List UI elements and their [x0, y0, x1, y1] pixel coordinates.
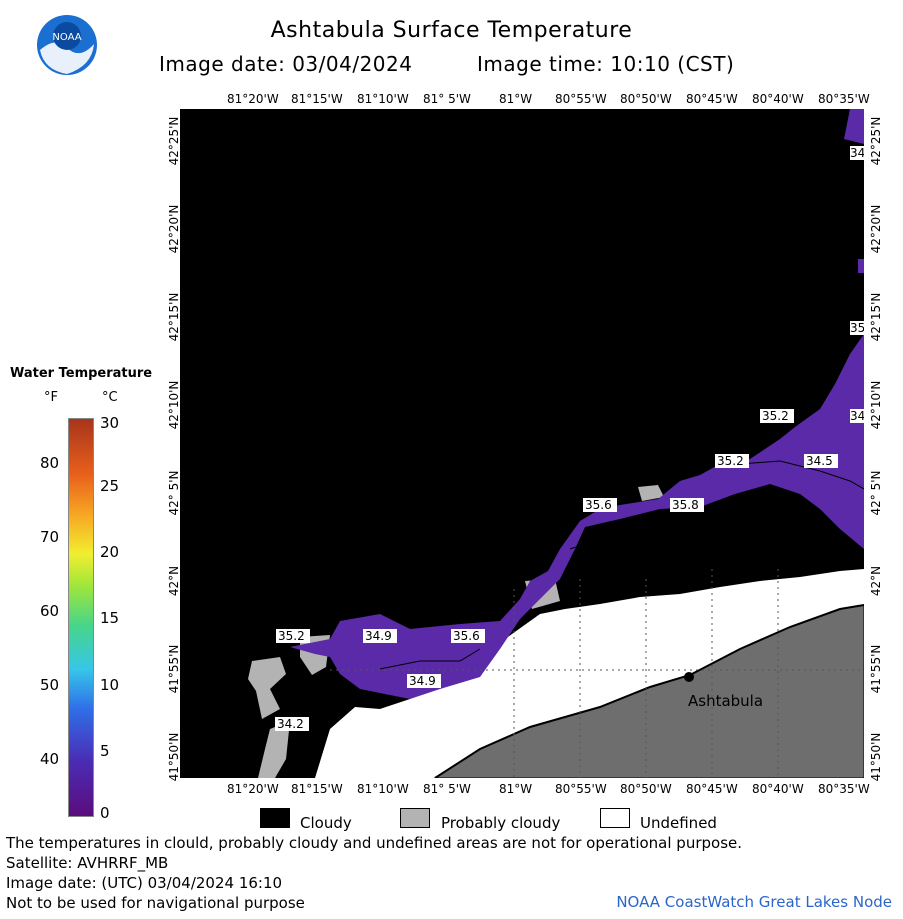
- unit-celsius: °C: [102, 390, 118, 405]
- f-tick: 50: [40, 676, 60, 694]
- temperature-map: 35.2 34.9 35.6 34.9 34.2 35.2 35.6 35.8 …: [180, 109, 864, 778]
- lon-label-top: 81° 5'W: [423, 92, 471, 106]
- lat-label-left: 42°15'N: [167, 292, 181, 342]
- cloudy-label: Cloudy: [300, 814, 352, 832]
- temp-label: 35.2: [278, 629, 305, 643]
- lat-label-left: 42°20'N: [167, 204, 181, 254]
- isotherm: [739, 460, 864, 490]
- legend-title: Water Temperature: [10, 366, 153, 381]
- utc-date-text: Image date: (UTC) 03/04/2024 16:10: [6, 874, 283, 892]
- unit-fahrenheit: °F: [44, 390, 58, 405]
- lon-label-top: 81°10'W: [357, 92, 409, 106]
- lat-label-right: 42°15'N: [869, 292, 883, 342]
- color-bar: [68, 418, 94, 817]
- satellite-text: Satellite: AVHRRF_MB: [6, 854, 169, 872]
- c-tick: 25: [100, 477, 120, 495]
- temp-label: 34.9: [365, 629, 392, 643]
- temp-label: 34.9: [409, 674, 436, 688]
- lon-label-top: 81°20'W: [227, 92, 279, 106]
- logo-text: NOAA: [52, 32, 81, 43]
- lon-label-top: 80°40'W: [752, 92, 804, 106]
- lon-label-bottom: 81°15'W: [291, 782, 343, 796]
- lon-label-bottom: 81°W: [499, 782, 533, 796]
- f-tick: 80: [40, 454, 60, 472]
- c-tick: 5: [100, 742, 110, 760]
- lon-label-bottom: 81°10'W: [357, 782, 409, 796]
- c-tick: 0: [100, 804, 110, 822]
- page-title: Ashtabula Surface Temperature: [270, 18, 633, 43]
- noaa-logo: NOAA: [37, 15, 97, 75]
- temp-label: 35.2: [762, 409, 789, 423]
- temp-label: 34.5: [806, 454, 833, 468]
- lon-label-top: 80°45'W: [686, 92, 738, 106]
- lat-label-right: 42°20'N: [869, 204, 883, 254]
- lat-label-left: 41°55'N: [167, 644, 181, 694]
- credit-text: NOAA CoastWatch Great Lakes Node: [616, 893, 892, 911]
- undefined-label: Undefined: [640, 814, 717, 832]
- lon-label-bottom: 80°45'W: [686, 782, 738, 796]
- lon-label-bottom: 80°35'W: [818, 782, 870, 796]
- water-region: [290, 334, 864, 699]
- lon-label-top: 80°55'W: [555, 92, 607, 106]
- ashtabula-marker: [684, 672, 694, 682]
- image-date: Image date: 03/04/2024: [159, 52, 413, 76]
- water-region: [844, 109, 864, 144]
- temp-label: 35: [850, 321, 864, 335]
- lat-label-left: 42°25'N: [167, 116, 181, 166]
- probably-cloudy-region: [638, 485, 664, 501]
- lon-label-top: 81°W: [499, 92, 533, 106]
- navigation-warning: Not to be used for navigational purpose: [6, 894, 305, 912]
- c-tick: 10: [100, 676, 120, 694]
- place-label: Ashtabula: [688, 692, 763, 710]
- lat-label-right: 42°25'N: [869, 116, 883, 166]
- probably-cloudy-label: Probably cloudy: [441, 814, 561, 832]
- f-tick: 60: [40, 602, 60, 620]
- c-tick: 15: [100, 609, 120, 627]
- isotherm: [569, 516, 651, 550]
- probably-cloudy-region: [258, 721, 290, 778]
- lat-label-right: 42° 5'N: [869, 470, 883, 516]
- water-region: [858, 259, 864, 273]
- lon-label-top: 81°15'W: [291, 92, 343, 106]
- temp-label: 35.2: [717, 454, 744, 468]
- lon-label-top: 80°35'W: [818, 92, 870, 106]
- isotherm: [379, 648, 481, 670]
- disclaimer-text: The temperatures in clould, probably clo…: [6, 834, 743, 852]
- lat-label-left: 42°N: [167, 565, 181, 597]
- probably-cloudy-swatch: [400, 808, 430, 828]
- lon-label-bottom: 80°50'W: [620, 782, 672, 796]
- lat-label-left: 42°10'N: [167, 380, 181, 430]
- lon-label-bottom: 81° 5'W: [423, 782, 471, 796]
- shoreline: [434, 604, 864, 778]
- lon-label-top: 80°50'W: [620, 92, 672, 106]
- lat-label-right: 41°50'N: [869, 732, 883, 782]
- c-tick: 30: [100, 414, 120, 432]
- temp-label: 34.2: [277, 717, 304, 731]
- lat-label-left: 42° 5'N: [167, 470, 181, 516]
- lat-label-right: 42°10'N: [869, 380, 883, 430]
- lon-label-bottom: 80°40'W: [752, 782, 804, 796]
- probably-cloudy-region: [248, 657, 286, 719]
- temp-label: 35.6: [585, 498, 612, 512]
- lat-label-left: 41°50'N: [167, 732, 181, 782]
- temp-label: 35.8: [672, 498, 699, 512]
- cloudy-swatch: [260, 808, 290, 828]
- image-time: Image time: 10:10 (CST): [477, 52, 735, 76]
- undefined-swatch: [600, 808, 630, 828]
- graticule: [330, 569, 864, 778]
- lat-label-right: 41°55'N: [869, 644, 883, 694]
- lon-label-bottom: 80°55'W: [555, 782, 607, 796]
- lon-label-bottom: 81°20'W: [227, 782, 279, 796]
- temp-label: 34: [850, 409, 864, 423]
- temp-label: 35.6: [453, 629, 480, 643]
- f-tick: 40: [40, 750, 60, 768]
- f-tick: 70: [40, 528, 60, 546]
- temp-label: 34: [850, 146, 864, 160]
- lat-label-right: 42°N: [869, 565, 883, 597]
- c-tick: 20: [100, 543, 120, 561]
- temp-labels: 35.2 34.9 35.6 34.9 34.2 35.2 35.6 35.8 …: [275, 146, 864, 731]
